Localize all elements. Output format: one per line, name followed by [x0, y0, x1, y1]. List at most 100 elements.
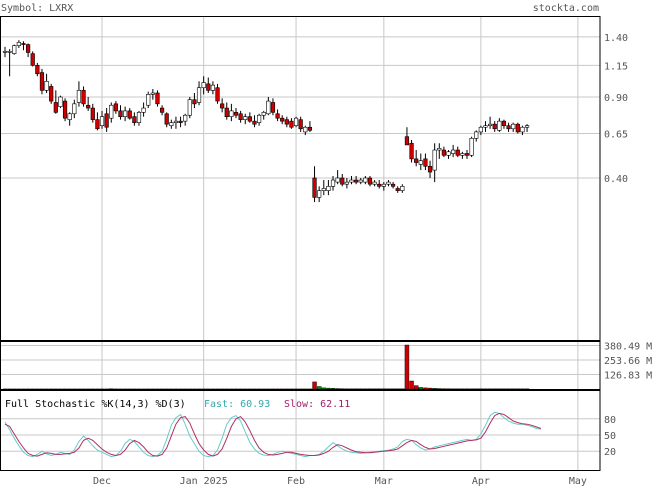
candle-body [293, 117, 299, 126]
candle-body [524, 125, 530, 128]
candle-body [492, 123, 497, 130]
candle-body [478, 126, 483, 133]
volume-bar [326, 387, 331, 390]
candle-body [86, 104, 91, 109]
candle-body [62, 100, 68, 119]
candle-body [483, 125, 488, 128]
candle-body [432, 149, 437, 171]
candle-body [451, 149, 456, 154]
candle-body [298, 119, 303, 130]
candle-body [501, 120, 507, 126]
candle-body [220, 103, 225, 109]
volume-layer [2, 344, 530, 390]
candle-body [155, 92, 160, 105]
candle-body [113, 103, 118, 112]
candle-body [150, 92, 155, 95]
candles-layer [2, 40, 530, 203]
candle-body [136, 112, 142, 123]
candle-body [474, 131, 479, 139]
candle-body [224, 107, 229, 117]
candle-body [39, 72, 45, 91]
candle-body [7, 51, 12, 53]
candle-body [487, 123, 493, 126]
candle-body [340, 177, 345, 185]
volume-panel-frame [0, 341, 601, 390]
x-tick-label: Mar [375, 476, 393, 486]
candle-body [270, 102, 276, 113]
candle-body [67, 113, 72, 120]
volume-tick-label: 126.83 M [604, 371, 652, 382]
candle-body [118, 110, 123, 117]
x-tick-label: Dec [93, 476, 111, 486]
candle-body [123, 110, 128, 117]
candle-body [53, 102, 58, 113]
candle-body [169, 122, 174, 126]
candle-body [76, 90, 82, 103]
candle-body [196, 87, 202, 103]
candle-body [159, 107, 165, 113]
volume-bar [335, 388, 340, 390]
candle-body [414, 158, 419, 163]
candle-body [520, 126, 525, 133]
candle-body [354, 179, 359, 183]
candle-body [243, 116, 248, 120]
candle-body [400, 186, 405, 191]
volume-bar [404, 344, 410, 390]
volume-bar [409, 380, 414, 390]
volume-bar [330, 388, 336, 390]
stochastic-panel-frame [0, 390, 601, 471]
candle-body [238, 113, 243, 120]
axis-labels-layer: 1.40 1.15 0.90 0.65 0.40 380.49 M 253.66 M 126.… [93, 33, 652, 486]
candle-body [330, 179, 336, 187]
volume-bar [316, 386, 322, 390]
candle-body [12, 45, 17, 54]
candle-body [441, 149, 447, 156]
volume-bar [418, 387, 423, 390]
candle-body [266, 100, 271, 115]
stochastic-fast-label: Fast: 60.93 [204, 399, 270, 410]
candle-body [95, 119, 100, 130]
candle-body [303, 126, 308, 133]
volume-bar [321, 387, 326, 390]
volume-bar [413, 385, 419, 390]
candle-body [363, 177, 368, 183]
site-label: stockta.com [533, 3, 599, 14]
candle-body [335, 177, 340, 183]
candle-body [317, 190, 322, 198]
candle-body [344, 181, 349, 185]
candle-body [377, 183, 382, 187]
candle-body [25, 44, 31, 53]
candle-body [256, 114, 262, 123]
candle-body [215, 87, 220, 102]
candle-body [21, 43, 26, 45]
candle-body [44, 81, 49, 91]
volume-bar [312, 381, 317, 390]
candle-body [109, 104, 114, 119]
candle-body [90, 107, 95, 120]
candle-body [127, 110, 132, 119]
candle-body [321, 188, 326, 191]
volume-bar [423, 387, 428, 390]
candle-body [201, 82, 206, 89]
candle-body [464, 153, 470, 156]
candle-body [104, 113, 109, 128]
candle-body [372, 181, 377, 185]
candle-body [455, 149, 460, 156]
candle-body [326, 186, 331, 191]
frames-layer [0, 16, 601, 471]
symbol-label: Symbol: LXRX [1, 3, 73, 14]
stochastic-tick-label: 80 [604, 415, 616, 426]
candle-body [261, 112, 266, 116]
candle-body [183, 114, 188, 122]
candle-body [173, 120, 179, 123]
candle-body [312, 177, 317, 198]
candle-body [2, 51, 8, 53]
candle-body [187, 99, 192, 116]
candle-body [446, 151, 451, 156]
candle-body [381, 183, 386, 187]
volume-bar [427, 387, 433, 390]
candle-body [506, 125, 511, 130]
stochastic-slow-label: Slow: 62.11 [284, 399, 350, 410]
candle-body [164, 113, 169, 125]
